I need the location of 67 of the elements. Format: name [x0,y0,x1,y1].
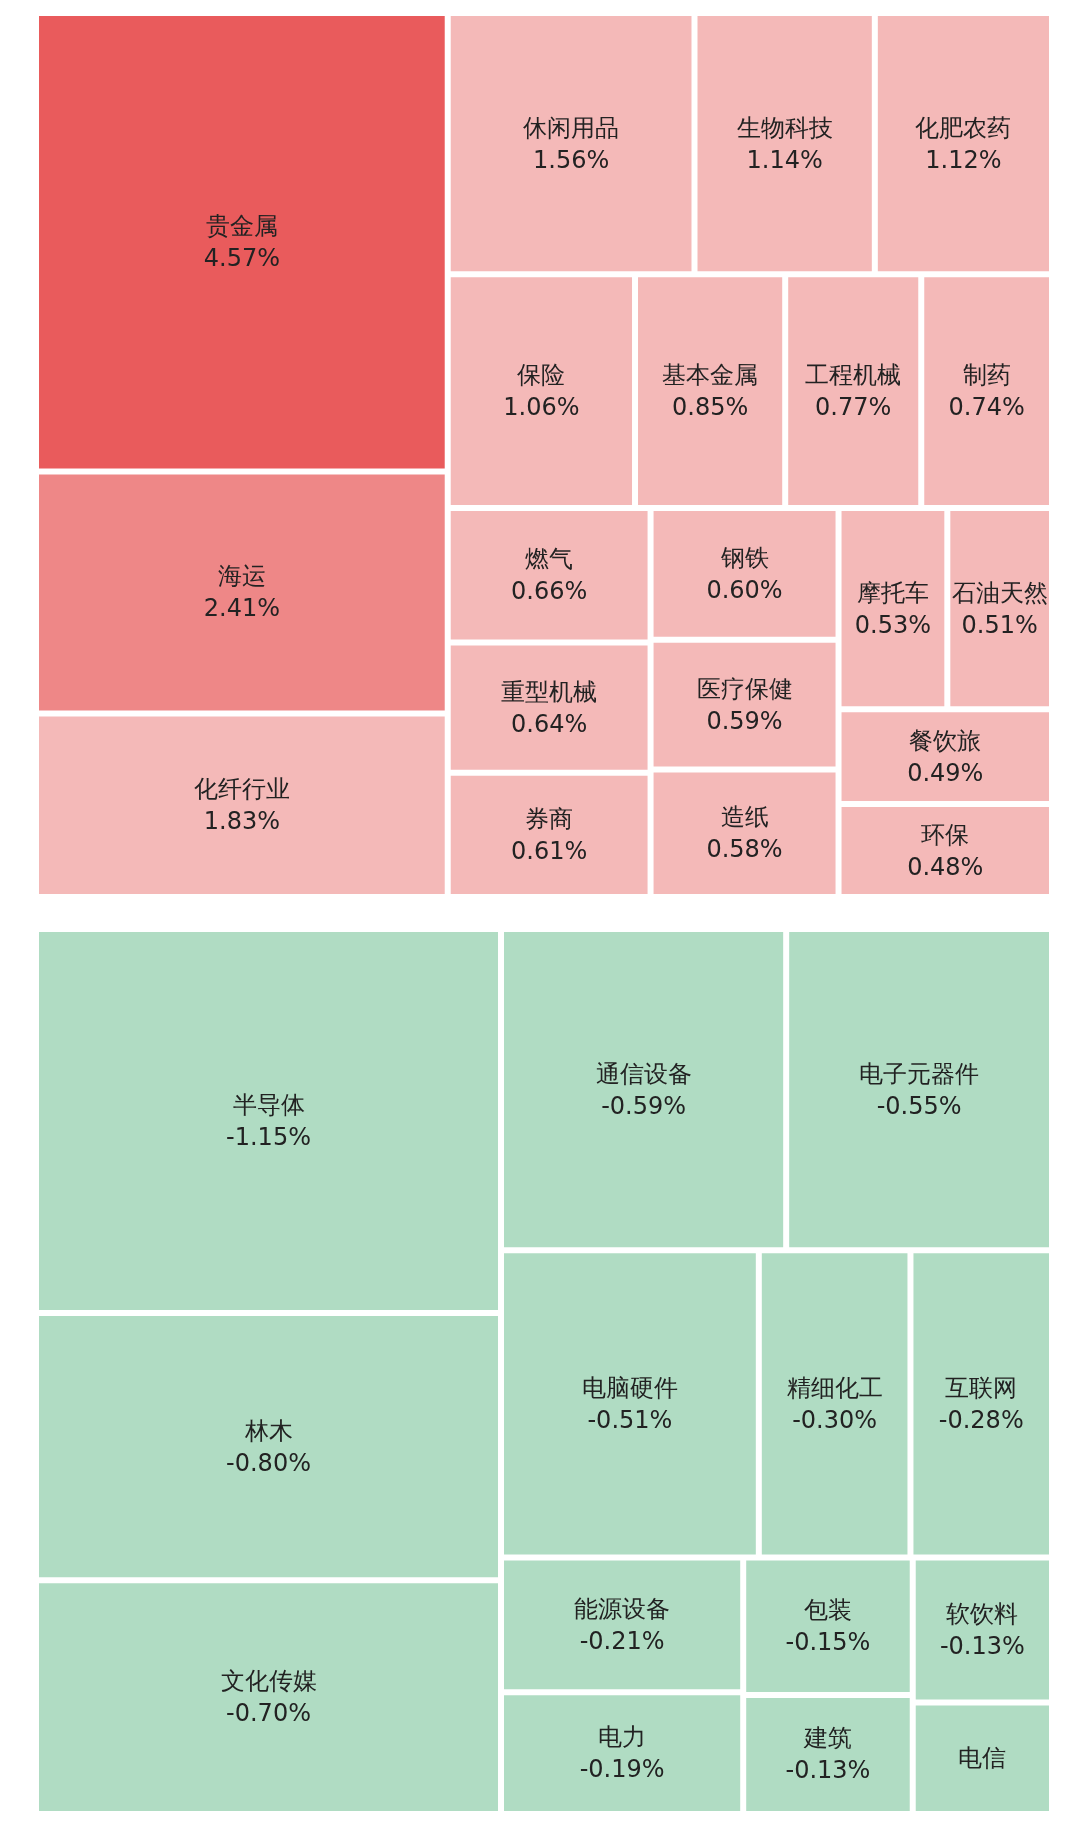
category-label: 能源设备 [574,1594,671,1623]
category-label: 医疗保健 [696,674,793,703]
data-label: 0.53% [854,610,932,639]
category-label: 电信 [958,1744,1007,1773]
category-label: 半导体 [232,1091,305,1120]
data-label: -0.55% [876,1091,962,1120]
category-label: 电子元器件 [859,1059,980,1088]
category-label: 工程机械 [805,361,902,390]
category-label: 基本金属 [662,361,759,390]
category-label: 环保 [921,820,970,849]
category-label: 化肥农药 [915,113,1012,142]
category-label: 通信设备 [595,1059,692,1088]
data-label: 0.61% [511,836,588,865]
category-label: 互联网 [945,1373,1018,1402]
data-label: -0.19% [579,1755,665,1784]
data-label: 0.85% [671,393,749,422]
category-label: 生物科技 [736,113,833,142]
category-label: 石油天然 [951,578,1048,607]
category-label: 文化传媒 [220,1667,317,1696]
data-label: 0.74% [948,393,1025,422]
data-label: 0.58% [706,835,783,864]
data-label: 0.59% [706,706,783,735]
category-label: 钢铁 [719,543,769,572]
data-label: 0.66% [511,577,588,606]
data-label: 1.14% [746,145,823,174]
category-label: 燃气 [525,545,574,574]
data-label: -0.70% [226,1699,311,1728]
data-label: 1.83% [203,807,280,836]
data-label: -1.15% [226,1123,311,1152]
data-label: 0.60% [706,575,783,604]
data-label: 2.41% [203,594,280,623]
data-label: 0.49% [907,758,984,787]
data-label: -0.13% [939,1632,1025,1660]
data-label: -0.51% [587,1405,673,1434]
data-label: 0.64% [511,709,588,738]
category-label: 重型机械 [501,677,598,706]
data-label: -0.28% [938,1405,1024,1434]
category-label: 林木 [243,1416,293,1445]
category-label: 海运 [217,562,266,591]
data-label: -0.21% [579,1626,665,1655]
data-label: 0.48% [907,852,984,881]
data-label: -0.59% [601,1091,687,1120]
category-label: 休闲用品 [523,113,620,142]
data-label: 1.12% [925,145,1002,174]
data-label: -0.13% [785,1756,871,1785]
data-label: 0.77% [815,393,892,422]
category-label: 摩托车 [856,578,929,607]
category-label: 软饮料 [946,1600,1019,1628]
data-label: -0.80% [226,1448,311,1477]
data-label: 1.06% [503,393,580,422]
category-label: 精细化工 [786,1373,883,1402]
category-label: 餐饮旅 [909,726,982,755]
data-label: 4.57% [203,244,280,273]
category-label: 建筑 [802,1724,852,1753]
category-label: 包装 [803,1596,852,1625]
data-label: 0.51% [961,610,1038,639]
category-label: 保险 [517,361,566,390]
data-label: -0.15% [785,1628,871,1657]
category-label: 制药 [962,361,1011,390]
category-label: 电脑硬件 [581,1373,678,1402]
category-label: 贵金属 [205,212,278,241]
category-label: 造纸 [720,803,769,832]
category-label: 化纤行业 [193,775,290,804]
category-label: 券商 [525,804,574,833]
data-label: 1.56% [532,145,610,174]
category-label: 电力 [598,1723,647,1752]
data-label: -0.30% [792,1405,878,1434]
